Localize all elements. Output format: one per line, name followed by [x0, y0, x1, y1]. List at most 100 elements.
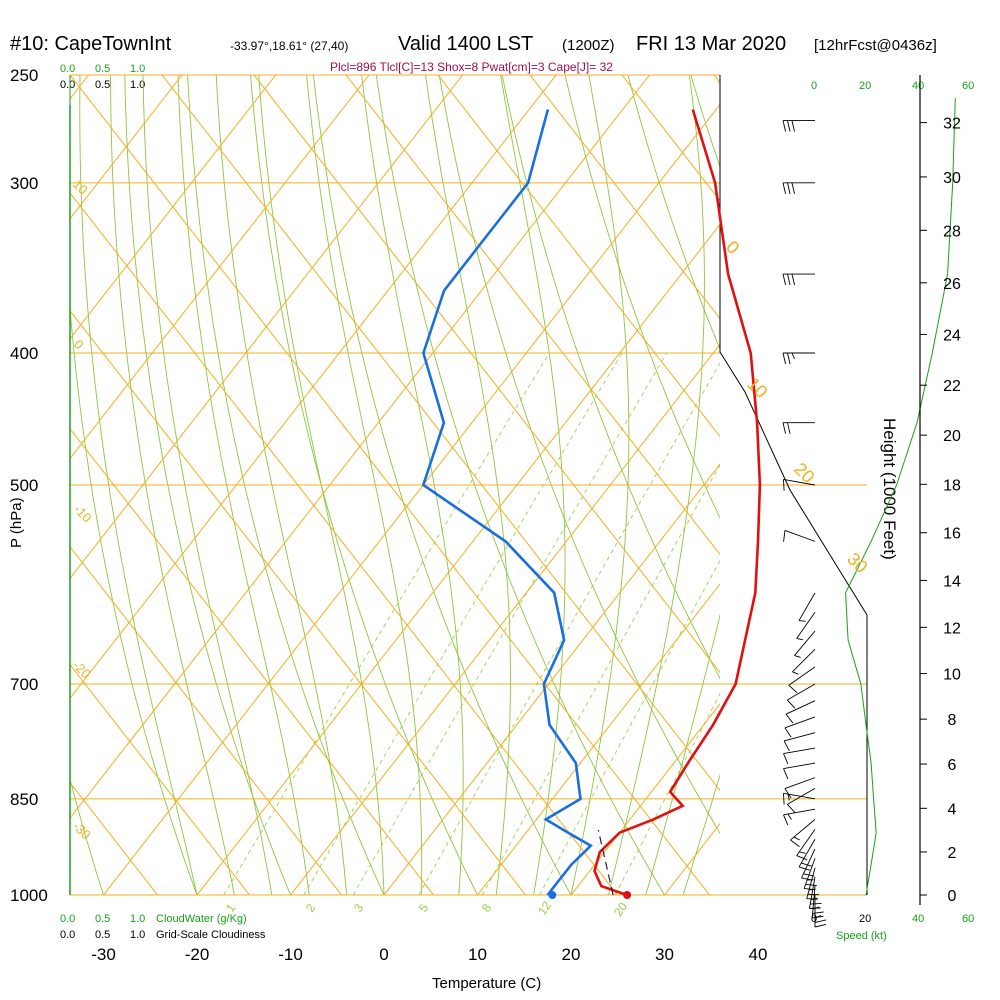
- wind-barb-shaft: [783, 479, 816, 486]
- height-tick-4: 4: [948, 801, 957, 818]
- dry-adiabat: [124, 75, 291, 895]
- wind-barb: [796, 829, 816, 861]
- parcel-path: [597, 829, 614, 896]
- isotherm: [70, 75, 276, 340]
- height-tick-16: 16: [943, 526, 961, 543]
- wind-speed-scale: 0 20 40 60 0 20 40 60 Speed (kt): [811, 80, 974, 942]
- wind-barb: [798, 592, 816, 622]
- wind-barb: [782, 182, 815, 194]
- isentrope-line: [437, 75, 720, 438]
- thermo-grid: [70, 75, 720, 895]
- wind-barb-flag: [798, 866, 810, 871]
- wind-barb: [792, 648, 816, 675]
- wind-barb-flag: [784, 788, 792, 799]
- pressure-tick-1000: 1000: [10, 886, 48, 905]
- wind-barb-flag: [801, 862, 813, 867]
- wind-barb-shaft: [788, 666, 816, 686]
- wind-barb: [784, 716, 816, 738]
- wind-barb-flag: [783, 530, 786, 542]
- wind-barb-flag: [783, 814, 789, 826]
- wind-barb-flag: [791, 182, 795, 194]
- cloud-scale-bottom-green-2: 1.0: [130, 913, 145, 925]
- wind-barb: [809, 876, 822, 909]
- wind-panel: [782, 98, 956, 928]
- temp-tick--10: -10: [278, 945, 303, 964]
- wind-barb-flag: [792, 671, 799, 675]
- pressure-tick-300: 300: [10, 174, 38, 193]
- isotherm: [70, 75, 370, 460]
- wind-barb: [783, 762, 816, 780]
- height-tick-22: 22: [943, 378, 961, 395]
- pressure-tick-850: 850: [10, 790, 38, 809]
- cloud-scale-top: 0.0 0.5 1.0 0.0 0.5 1.0: [60, 63, 145, 91]
- wind-barb-shaft: [787, 787, 816, 805]
- temp-tick--30: -30: [91, 945, 116, 964]
- moist-adiabat: [645, 613, 720, 895]
- plot-frame: [69, 74, 868, 896]
- wind-barb-flag: [812, 911, 824, 914]
- wind-barb-flag: [783, 479, 785, 491]
- wind-barb-shaft: [784, 716, 816, 729]
- wind-scale-bottom-40: 40: [912, 913, 924, 925]
- wind-barb: [782, 120, 815, 132]
- wind-barb-flag: [787, 422, 791, 434]
- height-tick-28: 28: [943, 223, 961, 240]
- wind-barb-flag: [787, 273, 791, 286]
- wind-barb-shaft: [801, 848, 816, 879]
- speed-label: Speed (kt): [836, 930, 887, 942]
- wind-scale-top-0: 0: [811, 80, 817, 92]
- wind-barb-flag: [782, 352, 786, 365]
- cloud-scale-bottom-black-1: 0.5: [95, 929, 110, 941]
- moist-adiabat: [177, 75, 310, 895]
- wind-barb-shaft: [784, 777, 816, 789]
- wind-barb: [794, 630, 816, 658]
- height-tick-20: 20: [943, 428, 961, 445]
- height-tick-6: 6: [948, 757, 957, 774]
- height-tick-8: 8: [948, 712, 957, 729]
- cloud-scale-top-green-1: 0.5: [95, 63, 110, 75]
- height-tick-0: 0: [948, 888, 957, 905]
- wind-barb-flag: [791, 352, 795, 360]
- wind-barb-flag: [788, 684, 798, 694]
- utc-time: (1200Z): [562, 37, 615, 54]
- valid-time: Valid 1400 LST: [398, 33, 533, 55]
- wind-barb-shaft: [796, 611, 816, 639]
- height-tick-32: 32: [943, 116, 961, 133]
- moist-adiabat: [682, 773, 720, 895]
- wind-scale-top-40: 40: [912, 80, 924, 92]
- wind-barb-shaft: [783, 808, 816, 816]
- wind-barb-flag: [791, 120, 795, 132]
- wind-scale-bottom-20: 20: [859, 913, 871, 925]
- wind-barb-flag: [782, 120, 786, 132]
- wind-barb: [783, 808, 816, 826]
- wind-barb-shaft: [806, 867, 816, 899]
- cloud-scale-bottom-green-0: 0.0: [60, 913, 75, 925]
- wind-barb-shaft: [811, 886, 816, 918]
- wind-barb-flag: [804, 888, 816, 891]
- cloud-scale-top-green-0: 0.0: [60, 63, 75, 75]
- wind-barb-flag: [786, 699, 796, 709]
- height-tick-26: 26: [943, 276, 961, 293]
- moist-adiabat: [570, 75, 630, 895]
- cloud-scale-top-black-0: 0.0: [60, 79, 75, 91]
- wind-barb-shaft: [783, 747, 816, 755]
- wind-barb-flag: [809, 907, 821, 909]
- pressure-tick-250: 250: [10, 66, 38, 85]
- wind-speed-profile: [845, 98, 956, 896]
- wind-barb-flag: [782, 182, 786, 194]
- moist-adiabat: [425, 75, 511, 895]
- wind-barb: [784, 777, 816, 799]
- surface-temperature-marker: [623, 891, 632, 899]
- temp-tick-40: 40: [749, 945, 768, 964]
- wind-barb-flag: [796, 638, 804, 641]
- wind-barb-flag: [784, 727, 792, 738]
- cloud-scale-top-black-2: 1.0: [130, 79, 145, 91]
- dry-adiabat: [438, 75, 720, 835]
- wind-barb: [782, 422, 815, 434]
- wind-barb: [783, 747, 816, 765]
- moist-adiabat: [110, 75, 235, 895]
- wind-barb-shaft: [809, 876, 816, 909]
- wind-barb-flag: [783, 768, 789, 780]
